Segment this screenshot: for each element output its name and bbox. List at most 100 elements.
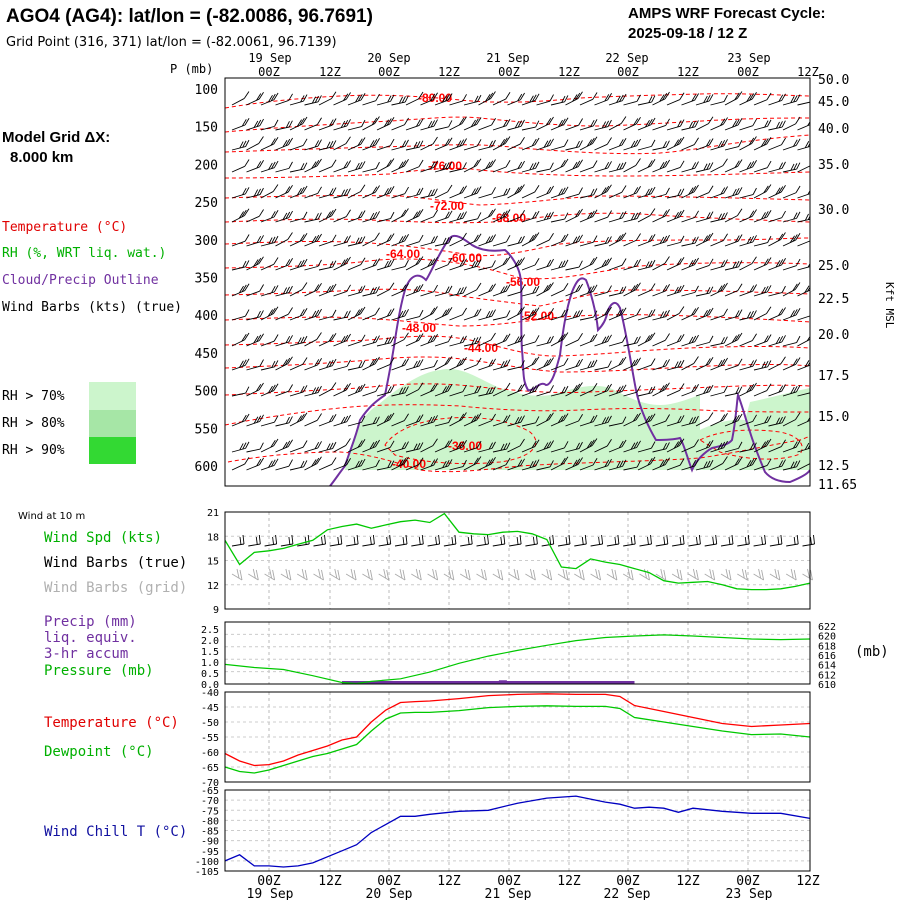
wind-barb xyxy=(782,440,801,453)
wind-barb xyxy=(579,235,598,247)
wind-barb xyxy=(521,416,540,427)
wind-barb xyxy=(275,258,293,271)
wind-barb xyxy=(681,184,699,199)
wind-barb xyxy=(492,118,511,131)
wind-barb xyxy=(637,208,656,223)
wind-barb xyxy=(362,185,380,199)
wind-barb xyxy=(304,259,322,271)
wind-barb xyxy=(347,119,366,131)
wind-barb xyxy=(521,307,540,321)
wind-barb xyxy=(579,333,598,347)
wind-barb xyxy=(507,136,525,151)
bottom-date-label: 19 Sep xyxy=(247,887,294,900)
top-tick-label: 12Z xyxy=(319,65,341,79)
y-tick-label: -55 xyxy=(201,733,219,744)
temperature-plot-area xyxy=(225,692,810,782)
wind-barb xyxy=(666,334,685,347)
legend-rh70-label: RH > 70% xyxy=(2,389,65,404)
wind-barb xyxy=(782,232,801,247)
wind-barb xyxy=(449,286,467,297)
wind-barb xyxy=(275,335,293,347)
wind10-labels: Wind Spd (kts) Wind Barbs (true) Wind Ba… xyxy=(44,530,187,596)
wind-barb xyxy=(710,212,728,223)
wind-barb xyxy=(260,210,279,223)
wind-barb xyxy=(521,210,540,223)
wind-barb xyxy=(449,356,467,371)
wind-barb xyxy=(231,283,250,297)
wind-barb xyxy=(347,383,366,397)
wind-barb xyxy=(623,138,641,151)
wind-barb xyxy=(507,383,525,397)
wind-barb xyxy=(637,158,656,173)
wind-barb xyxy=(681,257,699,271)
wind-barb xyxy=(724,386,743,397)
wind-barb xyxy=(362,286,380,297)
wind-barb xyxy=(565,140,583,151)
wind-barb xyxy=(231,91,250,106)
wind-barb xyxy=(391,208,409,223)
grid-spacing-value: 8.000 km xyxy=(10,149,73,166)
wind-barb xyxy=(753,458,772,471)
wind-barb xyxy=(768,184,786,199)
wind-barb xyxy=(289,258,308,271)
wind-barb xyxy=(550,332,569,347)
wind-barb-true xyxy=(443,534,457,547)
legend-rh70-swatch xyxy=(89,382,136,410)
wind-barb xyxy=(724,208,743,223)
wind-barb xyxy=(362,307,380,321)
contour-label: -64.00 xyxy=(386,247,420,261)
wind-barb xyxy=(565,457,583,471)
wind-barb xyxy=(724,358,743,371)
wind-barb xyxy=(594,161,612,173)
wind-barb xyxy=(797,240,810,247)
wind-barb xyxy=(608,286,627,297)
bottom-date-label: 20 Sep xyxy=(366,887,413,900)
wind10-header: Wind at 10 m xyxy=(18,511,85,522)
wind-barb xyxy=(666,284,685,297)
wind-barb xyxy=(782,357,801,371)
wind-barb xyxy=(246,414,264,427)
wind-barb xyxy=(724,413,743,427)
wind-barb-true xyxy=(688,534,701,547)
wind-barb xyxy=(463,94,482,106)
wind-barb xyxy=(391,413,409,427)
wind-barb xyxy=(463,336,482,347)
wind-barb xyxy=(246,310,264,321)
wind-barb xyxy=(289,412,308,427)
wind-barb-true xyxy=(753,534,767,547)
wind-barb xyxy=(652,359,670,371)
wind-barb xyxy=(478,413,496,427)
wind-barb xyxy=(434,285,453,297)
y-tick-label: 622 xyxy=(818,622,836,633)
temp-contour xyxy=(225,237,810,257)
cycle-label: 2025-09-18 / 12 Z xyxy=(628,25,747,42)
wind-barb xyxy=(652,382,670,397)
wind-barb-grid xyxy=(248,568,259,581)
temp-contour xyxy=(225,212,810,224)
wind-barb xyxy=(608,459,627,471)
wind-barb xyxy=(782,258,801,271)
wind-barb-true xyxy=(509,534,522,547)
wind-barb xyxy=(246,187,264,199)
wind-barb xyxy=(652,140,670,151)
wind-barb xyxy=(362,416,380,427)
wind-barb xyxy=(724,309,743,321)
wind-barb xyxy=(318,358,337,371)
wind-barb xyxy=(289,357,308,371)
wind-barb xyxy=(681,161,699,173)
wind-barb xyxy=(724,234,743,247)
y-tick-label: 610 xyxy=(818,680,836,691)
wind-barb xyxy=(724,91,743,106)
wind-barb xyxy=(536,258,554,271)
temp-contour xyxy=(225,195,810,206)
wind-barb xyxy=(507,360,525,371)
y-tick-label: 1.5 xyxy=(201,647,219,658)
wind-barb xyxy=(579,119,598,131)
wind-barb xyxy=(666,359,685,371)
wind-barb xyxy=(492,91,511,106)
wind-barb xyxy=(666,458,685,471)
wind-barb xyxy=(231,139,250,151)
pressure-unit: (mb) xyxy=(855,644,889,660)
wind-barb xyxy=(695,384,714,397)
wind-barb xyxy=(608,384,627,397)
